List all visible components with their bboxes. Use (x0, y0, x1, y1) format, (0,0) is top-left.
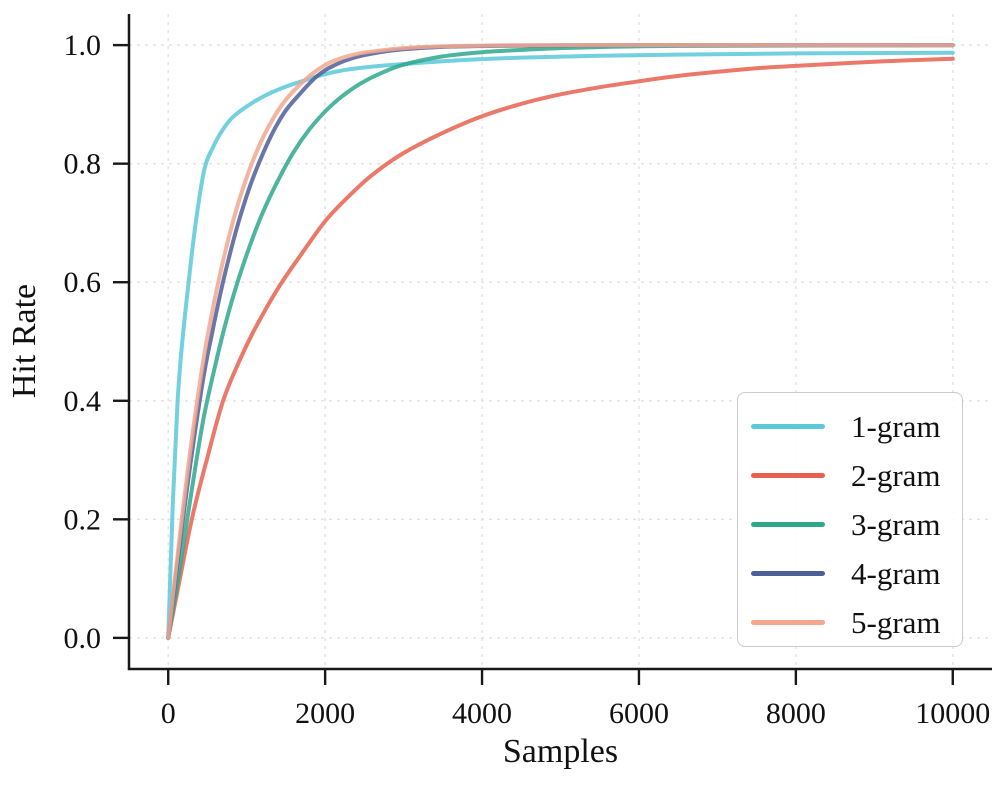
y-tick-label: 0.2 (64, 503, 102, 536)
legend-label: 5-gram (851, 605, 941, 640)
legend-swatch-3-gram (751, 522, 825, 527)
legend-item: 1-gram (751, 402, 962, 451)
y-tick-label: 0.6 (64, 266, 102, 299)
legend: 1-gram 2-gram 3-gram 4-gram 5-gram (737, 392, 963, 647)
legend-swatch-2-gram (751, 473, 825, 478)
legend-label: 2-gram (851, 458, 941, 493)
x-tick-label: 2000 (295, 697, 355, 730)
legend-swatch-5-gram (751, 620, 825, 625)
legend-label: 4-gram (851, 556, 941, 591)
legend-item: 2-gram (751, 451, 962, 500)
x-tick-label: 6000 (609, 697, 669, 730)
x-tick-label: 0 (161, 697, 176, 730)
x-tick-label: 4000 (452, 697, 512, 730)
legend-label: 1-gram (851, 409, 941, 444)
y-tick-label: 0.4 (64, 385, 102, 418)
x-tick-label: 8000 (766, 697, 826, 730)
legend-item: 3-gram (751, 500, 962, 549)
legend-label: 3-gram (851, 507, 941, 542)
series-line-5-gram (166, 43, 955, 640)
legend-swatch-4-gram (751, 571, 825, 576)
y-tick-label: 0.0 (64, 622, 102, 655)
series-line-1-gram (166, 50, 955, 640)
x-tick-label: 10000 (915, 697, 990, 730)
legend-item: 4-gram (751, 549, 962, 598)
x-axis-label: Samples (502, 733, 619, 770)
y-tick-label: 1.0 (64, 29, 102, 62)
series-line-2-gram (166, 56, 955, 640)
y-axis-label: Hit Rate (6, 283, 43, 399)
legend-item: 5-gram (751, 598, 962, 647)
y-tick-label: 0.8 (64, 148, 102, 181)
legend-swatch-1-gram (751, 424, 825, 429)
